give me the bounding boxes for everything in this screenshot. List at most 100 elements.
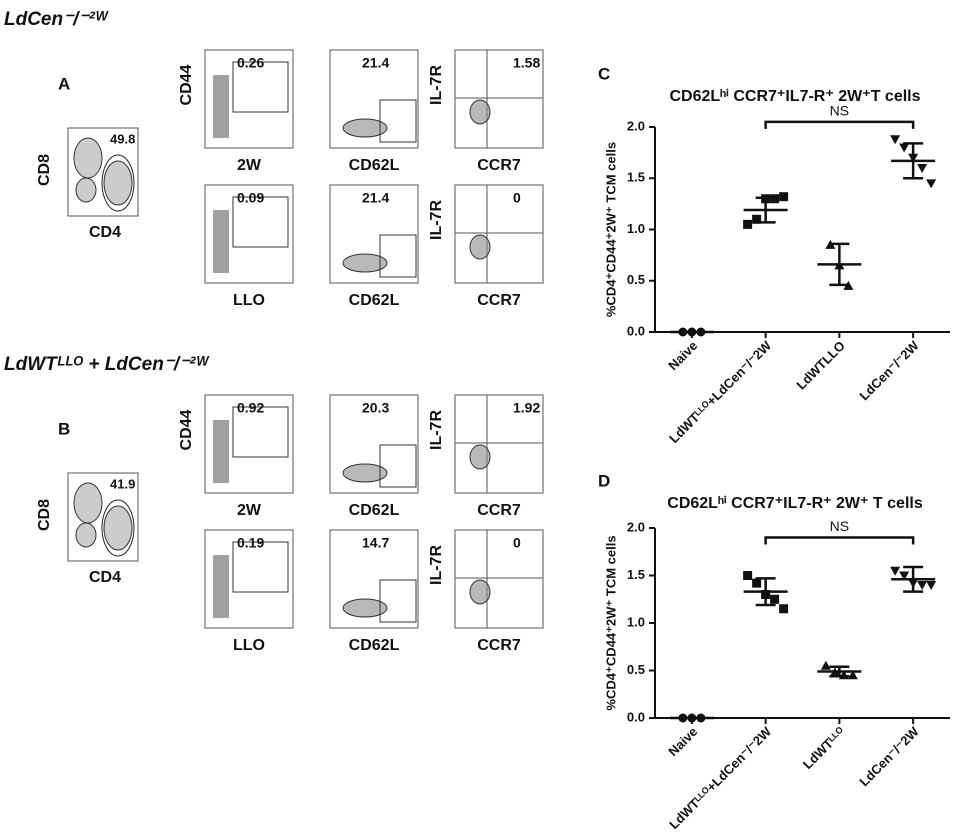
flow-plot: [454, 49, 544, 149]
error-bar: [755, 577, 776, 607]
y-axis-label: CD8: [36, 154, 53, 186]
y-tick-label: 1.0: [627, 221, 645, 236]
event-cloud: [213, 420, 229, 483]
x-axis-label: CD62L: [349, 157, 400, 174]
gate: [232, 61, 289, 113]
x-axis-label: CCR7: [477, 637, 521, 654]
significance-label: NS: [830, 518, 849, 534]
gate: [232, 406, 289, 458]
chart-title: CD62Lʰⁱ CCR7⁺IL7-R⁺ 2W⁺T cells: [669, 88, 920, 105]
data-point: [926, 581, 937, 590]
flow-plot: [454, 184, 544, 284]
gate-value: 49.8: [110, 131, 135, 146]
gate: [232, 541, 289, 593]
gate-value: 41.9: [110, 476, 135, 491]
density-blob: [342, 463, 388, 483]
y-tick-label: 1.0: [627, 614, 645, 629]
x-axis-label: CCR7: [477, 157, 521, 174]
gate: [379, 99, 417, 143]
x-axis-label: LLO: [233, 637, 265, 654]
panel-letter: D: [598, 471, 610, 490]
data-point: [752, 578, 762, 588]
event-cloud: [213, 555, 229, 618]
x-axis-label: CD62L: [349, 292, 400, 309]
plot-value: 21.4: [362, 55, 389, 71]
x-tick-label: Naive: [665, 724, 700, 759]
data-point: [743, 219, 753, 229]
y-axis-label: IL-7R: [428, 200, 445, 240]
y-tick-label: 0.0: [627, 323, 645, 338]
x-axis-label: LLO: [233, 292, 265, 309]
y-tick-label: 0.5: [627, 662, 645, 677]
plot-value: 0: [513, 190, 521, 206]
y-axis-label: %CD4⁺CD44⁺2W⁺ TCM cells: [603, 535, 618, 710]
plot-value: 0.19: [237, 535, 264, 551]
x-axis-label: CD62L: [349, 502, 400, 519]
y-tick-label: 0.5: [627, 272, 645, 287]
y-tick-label: 0.0: [627, 709, 645, 724]
y-tick-label: 2.0: [627, 118, 645, 133]
x-axis-label: CD4: [89, 569, 121, 586]
plot-value: 0.92: [237, 400, 264, 416]
plot-value: 0: [513, 535, 521, 551]
data-point: [770, 594, 780, 604]
error-bar: [755, 196, 776, 224]
panel-letter: A: [58, 74, 70, 93]
flow-plot: [454, 394, 544, 494]
y-axis-label: CD8: [36, 499, 53, 531]
y-axis-label: IL-7R: [428, 410, 445, 450]
error-bar: [903, 565, 924, 593]
y-axis-label: CD44: [178, 409, 195, 450]
plot-value: 21.4: [362, 190, 389, 206]
x-axis-label: CD4: [89, 224, 121, 241]
error-bar: [829, 665, 850, 678]
density-blob: [469, 234, 491, 260]
data-point: [779, 192, 789, 202]
density-blob: [469, 444, 491, 470]
flow-plot: [454, 529, 544, 629]
x-axis-label: CCR7: [477, 292, 521, 309]
data-point: [899, 143, 910, 153]
x-tick-label: LdCen⁻/⁻2W: [856, 337, 922, 403]
section-title: LdCen⁻/⁻²ᵂ: [4, 9, 110, 30]
event-cloud: [213, 75, 229, 138]
y-axis-label: IL-7R: [428, 65, 445, 105]
data-point: [926, 179, 937, 189]
x-axis-label: CD62L: [349, 637, 400, 654]
error-bar: [829, 242, 850, 287]
density-blob: [103, 505, 133, 551]
plot-value: 14.7: [362, 535, 389, 551]
data-point: [917, 581, 928, 590]
plot-value: 0.09: [237, 190, 264, 206]
plot-value: 1.92: [513, 400, 540, 416]
data-point: [890, 135, 901, 145]
plot-value: 0.26: [237, 55, 264, 71]
gate: [379, 234, 417, 278]
density-blob: [73, 482, 103, 524]
y-axis-label: %CD4⁺CD44⁺2W⁺ TCM cells: [603, 142, 618, 317]
density-blob: [469, 579, 491, 605]
section-title: LdWTᴸᴸᴼ + LdCen⁻/⁻²ᵂ: [4, 354, 210, 375]
gate: [101, 154, 135, 212]
data-point: [917, 164, 928, 173]
y-axis-label: IL-7R: [428, 545, 445, 585]
x-tick-label: LdWTᴸᴸᴼ: [800, 724, 848, 772]
error-bar: [903, 142, 924, 180]
data-point: [743, 571, 753, 580]
density-blob: [103, 160, 133, 206]
event-cloud: [213, 210, 229, 273]
y-tick-label: 2.0: [627, 519, 645, 534]
y-axis-label: CD44: [178, 64, 195, 105]
density-blob: [469, 99, 491, 125]
x-tick-label: LdCen⁻/⁻2W: [856, 723, 922, 789]
x-tick-label: LdWTLLO: [793, 338, 848, 393]
density-blob: [342, 253, 388, 273]
plot-value: 1.58: [513, 55, 540, 71]
data-point: [752, 214, 762, 224]
gate: [232, 196, 289, 248]
panel-letter: C: [598, 64, 610, 83]
data-point: [890, 566, 901, 576]
significance-label: NS: [830, 103, 849, 119]
significance-bracket: [764, 536, 915, 545]
